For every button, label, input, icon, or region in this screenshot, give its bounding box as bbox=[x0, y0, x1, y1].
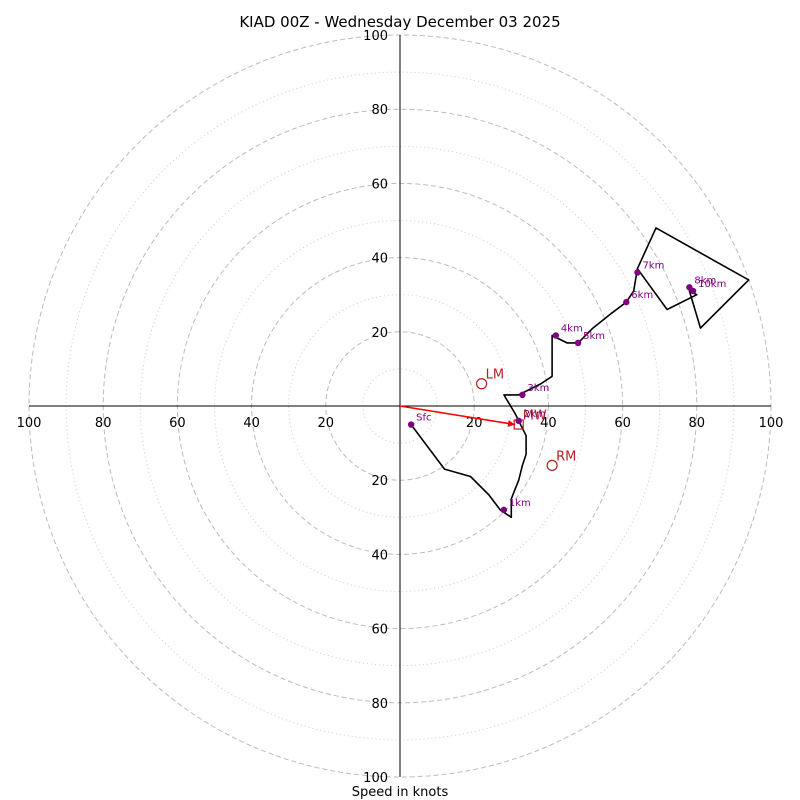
y-tick-label: 40 bbox=[371, 252, 388, 267]
height-label-1km: 1km bbox=[509, 498, 531, 509]
x-tick-label: 20 bbox=[466, 416, 483, 431]
height-marker-Sfc bbox=[407, 421, 415, 428]
height-label-Sfc: Sfc bbox=[416, 413, 431, 424]
rm-motion-marker bbox=[546, 459, 558, 471]
y-tick-label: 100 bbox=[363, 771, 388, 786]
rm-motion-label: RM bbox=[556, 449, 576, 464]
x-axis-label: Speed in knots bbox=[352, 785, 449, 800]
x-tick-label: 20 bbox=[318, 416, 335, 431]
y-tick-label: 60 bbox=[371, 177, 388, 192]
wind-trace-layer bbox=[410, 227, 750, 519]
height-marker-10km bbox=[689, 287, 697, 295]
mw-motion-label: MW bbox=[523, 409, 547, 424]
x-tick-label: 40 bbox=[540, 416, 557, 431]
height-marker-1km bbox=[500, 506, 508, 514]
chart-title: KIAD 00Z - Wednesday December 03 2025 bbox=[239, 13, 560, 31]
y-tick-label: 20 bbox=[371, 474, 388, 489]
x-tick-label: 60 bbox=[169, 416, 186, 431]
wind-trace-line bbox=[410, 227, 750, 519]
x-tick-label: 80 bbox=[689, 416, 706, 431]
height-label-3km: 3km bbox=[527, 383, 549, 394]
height-marker-6km bbox=[623, 298, 630, 306]
tick-labels: 100 80 60 40 20 20 40 60 80 100 100 80 60 40 20 20 40 60 8… bbox=[17, 29, 784, 786]
y-tick-label: 80 bbox=[371, 697, 388, 712]
x-tick-label: 40 bbox=[243, 416, 260, 431]
bulk-shear-arrowhead bbox=[507, 420, 515, 427]
height-marker-5km bbox=[574, 339, 582, 347]
height-marker-3km bbox=[519, 391, 526, 399]
x-tick-label: 80 bbox=[95, 416, 112, 431]
y-tick-label: 40 bbox=[371, 548, 388, 563]
height-label-4km: 4km bbox=[561, 324, 583, 335]
lm-motion-marker bbox=[476, 378, 488, 390]
height-label-7km: 7km bbox=[642, 260, 664, 271]
y-tick-label: 80 bbox=[371, 103, 388, 118]
bulk-shear-layer bbox=[399, 405, 516, 427]
height-marker-2km bbox=[515, 417, 522, 425]
height-label-10km: 10km bbox=[698, 279, 726, 290]
height-label-2km: 2km bbox=[524, 409, 546, 420]
x-tick-label: 100 bbox=[759, 416, 784, 431]
height-marker-4km bbox=[552, 332, 560, 339]
y-tick-label: 60 bbox=[371, 623, 388, 638]
height-label-8km: 8km bbox=[694, 275, 716, 286]
bulk-shear-arrow bbox=[399, 405, 516, 426]
lm-motion-label: LM bbox=[486, 368, 504, 383]
height-label-6km: 6km bbox=[631, 290, 653, 301]
height-label-5km: 5km bbox=[583, 331, 605, 342]
height-marker-7km bbox=[634, 269, 641, 276]
x-tick-label: 100 bbox=[17, 416, 42, 431]
y-tick-label: 20 bbox=[371, 326, 388, 341]
x-tick-label: 60 bbox=[614, 416, 631, 431]
storm-motion-layer: LM RM MW bbox=[476, 368, 576, 471]
y-tick-label: 100 bbox=[363, 29, 388, 44]
